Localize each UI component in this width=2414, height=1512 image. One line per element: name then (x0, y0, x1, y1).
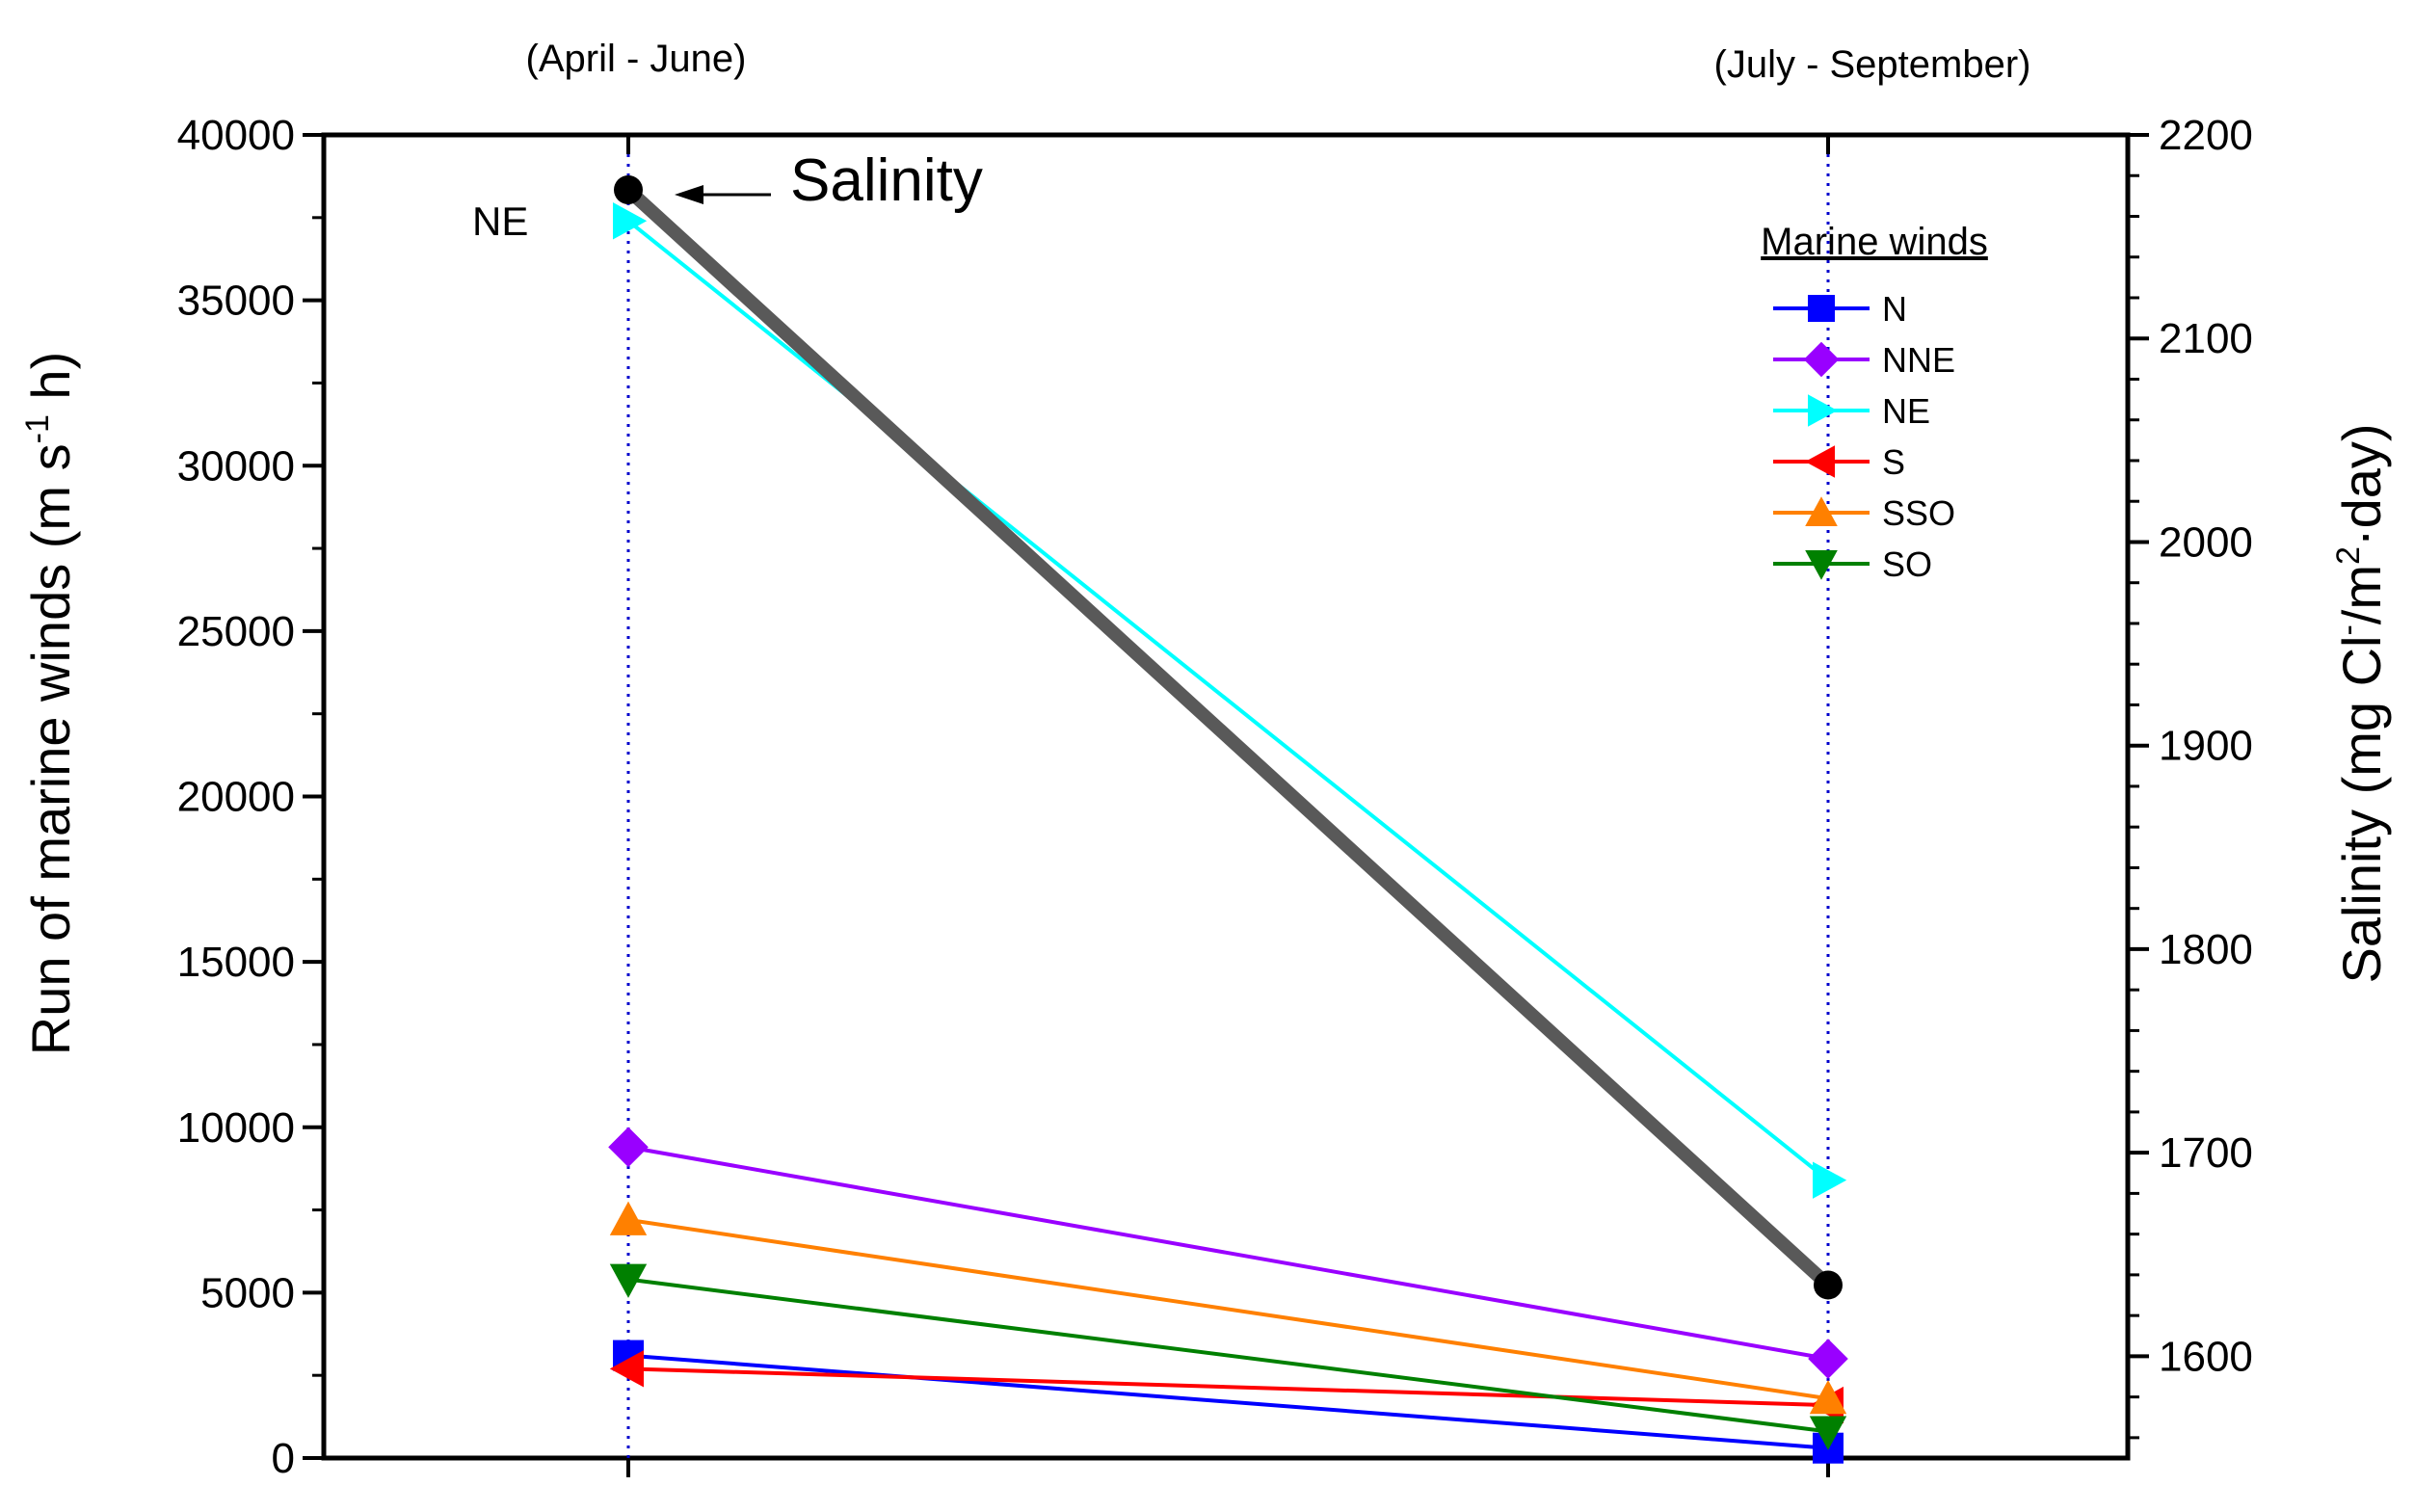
data-point-ne (613, 202, 648, 240)
y-axis-tick-label: 25000 (177, 608, 295, 655)
y-axis-tick-label: 0 (272, 1435, 295, 1482)
series-line-sso (627, 1217, 1829, 1401)
ne-annotation: NE (472, 199, 528, 244)
y-axis-title: Run of marine winds (m s-1 h) (19, 352, 81, 1055)
legend-marker (1808, 295, 1835, 322)
series-line-so (627, 1277, 1829, 1434)
period-label-2: (July - September) (1714, 43, 2031, 86)
legend-item-sso: SSO (1773, 493, 1955, 533)
legend-label: S (1882, 442, 1905, 482)
data-point-s (609, 1350, 644, 1388)
legend-label: NE (1882, 391, 1930, 431)
annotations: (April - June) (July - September) Salini… (472, 38, 2030, 244)
y-axis-tick-label: 40000 (177, 112, 295, 159)
legend-title: Marine winds (1761, 221, 1988, 263)
series-nne (608, 1127, 1848, 1379)
y-axis-tick-label: 10000 (177, 1104, 295, 1152)
legend-label: N (1882, 289, 1907, 329)
salinity-annotation: Salinity (790, 147, 983, 214)
plot-frame (321, 132, 2131, 1461)
legend-label: NNE (1882, 340, 1955, 380)
legend-item-nne: NNE (1773, 340, 1955, 380)
data-point-ne (1813, 1161, 1847, 1199)
data-point-sso (1809, 1380, 1847, 1415)
legend-marker (1808, 394, 1838, 427)
series-line-ne (626, 219, 1830, 1182)
legend-marker (1805, 445, 1835, 478)
data-point-so (609, 1263, 648, 1298)
data-point-nne (1808, 1339, 1848, 1379)
legend-item-n: N (1773, 289, 1907, 329)
legend-marker (1803, 341, 1840, 378)
y-axis-tick-label: 30000 (177, 442, 295, 490)
y2-axis-tick-label: 1900 (2159, 723, 2253, 770)
data-point-sso (609, 1201, 648, 1235)
y-axis-tick-label: 15000 (177, 939, 295, 986)
data-point-nne (608, 1127, 649, 1168)
data-point-salinity (614, 175, 643, 205)
y2-axis-tick-label: 1800 (2159, 926, 2253, 973)
series-line-s (627, 1366, 1829, 1408)
y2-axis-tick-label: 2200 (2159, 112, 2253, 159)
y-axis-tick-label: 20000 (177, 774, 295, 821)
axis-titles: Run of marine winds (m s-1 h) Salinity (… (19, 352, 2392, 1055)
legend-item-ne: NE (1773, 391, 1930, 431)
legend-label: SO (1882, 544, 1932, 584)
legend-item-so: SO (1773, 544, 1932, 584)
y-axis-tick-label: 5000 (200, 1269, 295, 1316)
data-point-salinity (1814, 1270, 1843, 1300)
legend-marker (1805, 496, 1838, 526)
legend-marker (1805, 550, 1838, 580)
data-point-so (1809, 1416, 1847, 1450)
series-line-n (627, 1353, 1829, 1450)
y2-axis-title: Salinity (mg Cl-/m2·day) (2330, 423, 2392, 983)
series-so (609, 1263, 1847, 1450)
series-salinity (614, 175, 1843, 1300)
legend: Marine winds N NNE NE S SSO SO (1761, 221, 1988, 584)
y2-axis-tick-label: 1700 (2159, 1129, 2253, 1177)
legend-item-s: S (1773, 442, 1905, 482)
legend-label: SSO (1882, 493, 1955, 533)
y2-axis-tick-label: 2000 (2159, 518, 2253, 566)
y-axis-tick-label: 35000 (177, 278, 295, 325)
salinity-annotation-arrowhead (675, 185, 703, 204)
y2-axis-tick-label: 1600 (2159, 1333, 2253, 1380)
plot-series (608, 175, 1848, 1464)
series-sso (609, 1201, 1847, 1415)
y2-axis-tick-label: 2100 (2159, 315, 2253, 362)
period-label-1: (April - June) (526, 38, 747, 80)
series-line-nne (627, 1145, 1829, 1361)
series-s (609, 1350, 1844, 1424)
axes: 0 5000 10000 15000 20000 25000 30000 35000 40000… (177, 112, 2253, 1482)
series-line-salinity (623, 184, 1833, 1290)
